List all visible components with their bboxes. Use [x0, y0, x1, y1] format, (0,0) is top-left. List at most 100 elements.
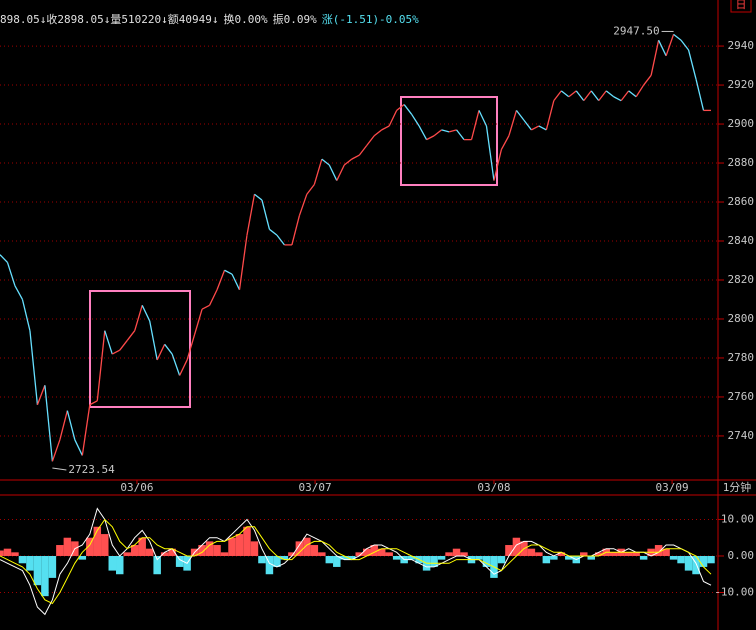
price-segment — [44, 385, 54, 462]
histogram-bar — [198, 545, 206, 556]
price-segment — [680, 39, 690, 51]
histogram-bar — [677, 555, 685, 564]
price-segment — [665, 34, 675, 57]
indicator-line — [0, 507, 712, 616]
header-item: 涨(-1.51)-0.05% — [322, 13, 419, 26]
price-segment — [328, 164, 338, 181]
price-segment — [545, 100, 555, 131]
price-segment — [411, 113, 420, 127]
price-segment — [500, 135, 510, 150]
histogram-bar — [430, 555, 438, 567]
price-segment — [590, 90, 600, 102]
price-segment — [478, 110, 488, 127]
period-button-frame[interactable] — [730, 0, 752, 13]
y-tick-label: 0.00 — [728, 549, 755, 562]
price-segment — [246, 194, 256, 236]
annotation-leader — [52, 467, 67, 471]
annotation: 2723.54 — [68, 463, 115, 476]
price-segment — [538, 125, 547, 131]
histogram-bar — [78, 555, 87, 560]
histogram-bar — [377, 548, 386, 556]
price-segment — [321, 158, 330, 166]
histogram-bar — [333, 555, 341, 567]
histogram-bar — [33, 555, 42, 586]
histogram-bar — [497, 555, 506, 564]
price-segment — [628, 90, 637, 98]
price-segment — [111, 349, 121, 355]
histogram-bar — [385, 552, 393, 556]
histogram-bar — [348, 555, 356, 560]
price-segment — [201, 304, 210, 310]
x-tick-label: 03/08 — [477, 481, 510, 494]
price-segment — [261, 199, 271, 230]
price-segment — [620, 90, 630, 102]
price-segment — [231, 273, 241, 291]
price-segment — [583, 90, 592, 102]
price-segment — [6, 262, 16, 287]
price-segment — [598, 90, 607, 102]
price-segment — [650, 40, 660, 76]
histogram-bar — [639, 555, 648, 560]
price-segment — [403, 104, 413, 115]
histogram-bar — [392, 555, 401, 560]
price-segment — [426, 135, 435, 141]
price-segment — [74, 439, 83, 456]
y-tick-label: 2820 — [728, 273, 755, 286]
price-segment — [388, 110, 398, 127]
histogram-bar — [48, 555, 57, 578]
price-segment — [568, 90, 577, 98]
histogram-bar — [108, 555, 117, 571]
price-segment — [456, 129, 465, 141]
histogram-bar — [280, 555, 289, 560]
histogram-bar — [318, 552, 326, 556]
price-segment — [575, 90, 585, 102]
histogram-bar — [632, 552, 640, 556]
y-tick-label: 2900 — [728, 117, 755, 130]
histogram-bar — [684, 555, 693, 571]
price-segment — [433, 129, 442, 137]
header-item: 898.05↓ — [0, 13, 46, 26]
price-segment — [81, 404, 91, 456]
histogram-bar — [138, 537, 146, 556]
histogram-bar — [175, 555, 184, 567]
price-segment — [448, 129, 457, 133]
histogram-bar — [145, 548, 154, 556]
histogram-bar — [101, 534, 109, 556]
histogram-bar — [594, 552, 603, 556]
histogram-bar — [707, 555, 715, 564]
histogram-bar — [624, 552, 633, 556]
histogram-bar — [205, 541, 214, 556]
price-segment — [343, 158, 353, 166]
highlight-box — [400, 96, 498, 186]
histogram-bar — [662, 548, 670, 556]
price-segment — [493, 149, 503, 181]
histogram-bar — [18, 555, 27, 564]
histogram-bar — [482, 555, 491, 567]
histogram-bar — [505, 545, 513, 556]
histogram-bar — [93, 526, 102, 556]
price-segment — [531, 125, 540, 131]
histogram-bar — [654, 545, 663, 556]
histogram-bar — [452, 548, 461, 556]
price-segment — [193, 309, 203, 335]
price-segment — [66, 410, 76, 441]
histogram-bar — [123, 552, 131, 556]
price-segment — [216, 270, 226, 290]
histogram-bar — [153, 555, 161, 575]
price-segment — [59, 410, 68, 441]
histogram-bar — [609, 552, 618, 556]
y-tick-label: -10.00 — [714, 586, 754, 599]
period-button[interactable]: 日 — [736, 0, 747, 11]
y-tick-label: 2860 — [728, 195, 755, 208]
price-segment — [269, 228, 278, 236]
y-tick-label: 10.00 — [721, 512, 754, 525]
histogram-bar — [41, 555, 49, 597]
histogram-bar — [220, 552, 229, 556]
histogram-bar — [160, 552, 169, 556]
price-segment — [51, 439, 61, 462]
price-segment — [224, 269, 233, 275]
histogram-bar — [168, 548, 176, 556]
histogram-bar — [669, 555, 678, 560]
